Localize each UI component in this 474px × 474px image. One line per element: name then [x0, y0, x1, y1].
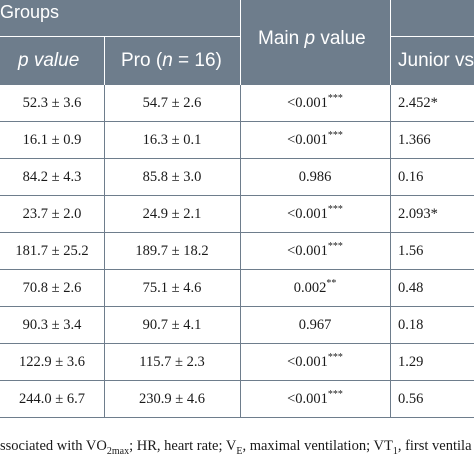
- table-row: 181.7 ± 25.2 189.7 ± 18.2 <0.001 *** 1.56: [0, 233, 474, 270]
- cell-col2: 54.7 ± 2.6: [142, 94, 202, 111]
- cell-col1: 122.9 ± 3.6: [19, 353, 85, 370]
- table-row: 52.3 ± 3.6 54.7 ± 2.6 <0.001 *** 2.452*: [0, 85, 474, 122]
- cell-col4: 1.29: [398, 353, 424, 370]
- header-divider: [0, 36, 240, 37]
- cell-col2: 24.9 ± 2.1: [142, 205, 202, 222]
- table-row: 84.2 ± 4.3 85.8 ± 3.0 0.986 0.16: [0, 159, 474, 196]
- table-footnote: ssociated with VO2max; HR, heart rate; V…: [0, 438, 472, 457]
- cell-col3: <0.001 ***: [287, 351, 343, 370]
- col1-header: p value: [18, 50, 80, 71]
- table-row: 70.8 ± 2.6 75.1 ± 4.6 0.002 ** 0.48: [0, 270, 474, 307]
- header-column-divider: [240, 0, 241, 85]
- cell-col2: 90.7 ± 4.1: [142, 316, 202, 333]
- header-column-divider: [390, 0, 391, 85]
- cell-col2: 85.8 ± 3.0: [142, 168, 202, 185]
- cell-col1: 16.1 ± 0.9: [22, 131, 82, 148]
- table-header: Groups p value Pro (n = 16) Main p value…: [0, 0, 474, 85]
- cell-col3: <0.001 ***: [287, 240, 343, 259]
- table-row: 244.0 ± 6.7 230.9 ± 4.6 <0.001 *** 0.56: [0, 381, 474, 418]
- cell-col3: 0.002 **: [293, 277, 337, 296]
- cell-col3: <0.001 ***: [287, 92, 343, 111]
- cell-col4: 0.18: [398, 316, 424, 333]
- header-column-divider: [104, 37, 105, 85]
- col3-header: Main p value: [258, 28, 366, 49]
- cell-col4: 1.366: [398, 131, 431, 148]
- cell-col4: 0.56: [398, 390, 424, 407]
- cell-col1: 52.3 ± 3.6: [22, 94, 82, 111]
- cell-col4: 0.16: [398, 168, 424, 185]
- groups-header: Groups: [0, 2, 60, 22]
- cell-col3: 0.986: [298, 168, 332, 185]
- cell-col2: 115.7 ± 2.3: [139, 353, 205, 370]
- cell-col1: 244.0 ± 6.7: [19, 390, 85, 407]
- cell-col1: 84.2 ± 4.3: [22, 168, 82, 185]
- table-row: 23.7 ± 2.0 24.9 ± 2.1 <0.001 *** 2.093*: [0, 196, 474, 233]
- table-row: 90.3 ± 3.4 90.7 ± 4.1 0.967 0.18: [0, 307, 474, 344]
- cell-col1: 90.3 ± 3.4: [22, 316, 82, 333]
- cell-col3: <0.001 ***: [287, 388, 343, 407]
- cell-col2: 189.7 ± 18.2: [135, 242, 209, 259]
- cell-col1: 70.8 ± 2.6: [22, 279, 82, 296]
- col2-header: Pro (n = 16): [121, 50, 222, 71]
- cell-col2: 16.3 ± 0.1: [142, 131, 202, 148]
- header-divider: [390, 36, 474, 37]
- cell-col3: 0.967: [298, 316, 332, 333]
- cell-col3: <0.001 ***: [287, 129, 343, 148]
- cell-col4: 2.093*: [398, 205, 438, 222]
- table-body: 52.3 ± 3.6 54.7 ± 2.6 <0.001 *** 2.452* 1…: [0, 85, 474, 418]
- table-row: 16.1 ± 0.9 16.3 ± 0.1 <0.001 *** 1.366: [0, 122, 474, 159]
- cell-col1: 181.7 ± 25.2: [15, 242, 89, 259]
- cell-col1: 23.7 ± 2.0: [22, 205, 82, 222]
- cell-col2: 230.9 ± 4.6: [139, 390, 205, 407]
- cell-col4: 2.452*: [398, 94, 438, 111]
- cell-col4: 0.48: [398, 279, 424, 296]
- cell-col3: <0.001 ***: [287, 203, 343, 222]
- table-row: 122.9 ± 3.6 115.7 ± 2.3 <0.001 *** 1.29: [0, 344, 474, 381]
- col4-header: Junior vs: [398, 50, 474, 71]
- cell-col4: 1.56: [398, 242, 424, 259]
- cell-col2: 75.1 ± 4.6: [142, 279, 202, 296]
